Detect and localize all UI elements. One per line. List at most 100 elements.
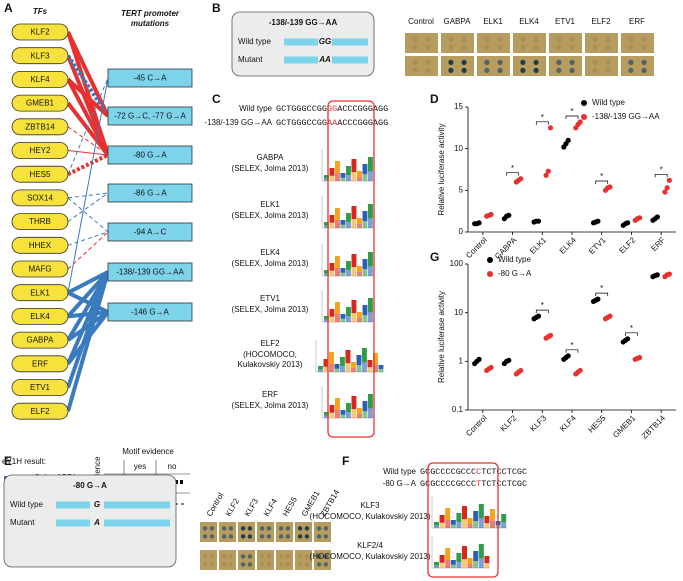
yeast-spot — [209, 534, 215, 539]
logo-letter — [351, 300, 357, 314]
yeast-tile — [621, 33, 654, 53]
motif-source: (SELEX, Jolma 2013) — [232, 164, 309, 173]
row-label: Mutant — [238, 55, 263, 64]
logo-letter — [329, 175, 335, 181]
y-tick-label: 0.1 — [452, 405, 464, 414]
sequence-label: Wild type — [239, 104, 272, 113]
data-point — [547, 332, 554, 339]
significance-bracket — [506, 172, 519, 176]
yeast-spot — [425, 36, 431, 43]
yeast-spot — [202, 562, 208, 567]
yeast-spot — [259, 526, 265, 531]
motif-source: (SELEX, Jolma 2013) — [232, 259, 309, 268]
yeast-spot — [628, 59, 634, 65]
logo-letter — [329, 263, 335, 271]
mutation-node — [107, 183, 193, 203]
yeast-tile — [513, 33, 546, 53]
logo-letter — [318, 369, 323, 372]
yeast-spot — [247, 554, 253, 559]
yeast-spot — [266, 562, 272, 567]
significance-bracket — [595, 180, 609, 184]
yeast-tile — [238, 550, 255, 570]
yeast-tile — [585, 33, 618, 53]
base: AA — [318, 55, 331, 64]
yeast-spot — [461, 44, 467, 51]
x-tick-label: Control — [464, 413, 489, 438]
edge — [67, 126, 109, 156]
data-point — [535, 313, 542, 319]
yeast-spot — [605, 44, 611, 51]
x-tick-label: ETV1 — [587, 235, 608, 256]
logo-letter — [467, 524, 473, 528]
sequence-part: TCTCCTCGC — [481, 467, 527, 477]
yeast-spot — [247, 534, 253, 539]
logo-letter — [445, 560, 451, 568]
logo-letter — [362, 305, 368, 316]
x-tick-label: Control — [464, 235, 489, 260]
mutation-label: -94 A→C — [134, 228, 167, 237]
yeast-spot — [605, 36, 611, 43]
y-axis-label: Relative luciferase activity — [437, 123, 446, 215]
mutation-node — [107, 68, 193, 88]
logo-letter — [434, 522, 439, 526]
logo-letter — [368, 204, 373, 219]
sequence-label: -138/-139 GG→AA — [204, 118, 272, 127]
logo-letter — [335, 314, 340, 322]
logo-letter — [368, 312, 373, 322]
mutation-label: -45 C→A — [134, 74, 168, 83]
tf-node — [11, 355, 69, 373]
logo-letter — [368, 218, 373, 228]
logo-letter — [334, 368, 340, 372]
motif-name: KLF3 — [360, 501, 380, 510]
yeast-spot — [520, 67, 526, 73]
yeast-spot — [592, 59, 598, 65]
significance-label: * — [660, 165, 663, 174]
sequence-part: GG — [327, 104, 337, 114]
sequence-part: GCTGGGCCGG — [276, 104, 327, 114]
yeast-spot — [412, 44, 418, 51]
logo-letter — [473, 551, 479, 562]
column-label: ELK4 — [519, 17, 539, 26]
yeast-spot — [316, 534, 322, 539]
logo-letter — [445, 548, 451, 560]
data-point — [607, 313, 613, 319]
logo-letter — [340, 173, 346, 178]
logo-letter — [368, 171, 373, 181]
yeast-spot — [259, 554, 265, 559]
significance-label: * — [630, 324, 633, 333]
logo-letter — [351, 159, 357, 173]
data-point — [476, 356, 482, 362]
yeast-spot — [278, 562, 284, 567]
yeast-tile — [257, 522, 274, 542]
logo-letter — [351, 396, 357, 410]
logo-letter — [362, 259, 368, 270]
logo-letter — [501, 514, 507, 523]
logo-letter — [450, 520, 456, 525]
logo-letter — [334, 364, 340, 369]
yeast-spot — [202, 534, 208, 539]
data-point — [666, 177, 672, 183]
logo-letter — [445, 520, 451, 528]
yeast-spot — [240, 534, 246, 539]
logo-letter — [351, 219, 357, 228]
logo-letter — [346, 307, 351, 316]
tf-label: HES5 — [30, 170, 51, 179]
logo-letter — [346, 316, 351, 322]
data-point — [662, 189, 668, 195]
logo-letter — [324, 412, 329, 416]
yeast-spot — [461, 67, 467, 73]
tf-node — [11, 331, 69, 349]
data-point — [565, 353, 571, 359]
tf-label: GABPA — [27, 336, 55, 345]
data-point — [565, 137, 571, 143]
yeast-spot — [497, 59, 503, 65]
yeast-spot — [641, 59, 647, 65]
logo-letter — [340, 314, 346, 319]
sequence-label: Wild type — [383, 467, 416, 476]
yeast-spot — [240, 554, 246, 559]
yeast-spot — [228, 526, 234, 531]
data-point — [518, 176, 524, 182]
legend-marker — [487, 257, 493, 263]
data-point — [518, 367, 524, 374]
tf-label: ELK4 — [30, 312, 50, 321]
